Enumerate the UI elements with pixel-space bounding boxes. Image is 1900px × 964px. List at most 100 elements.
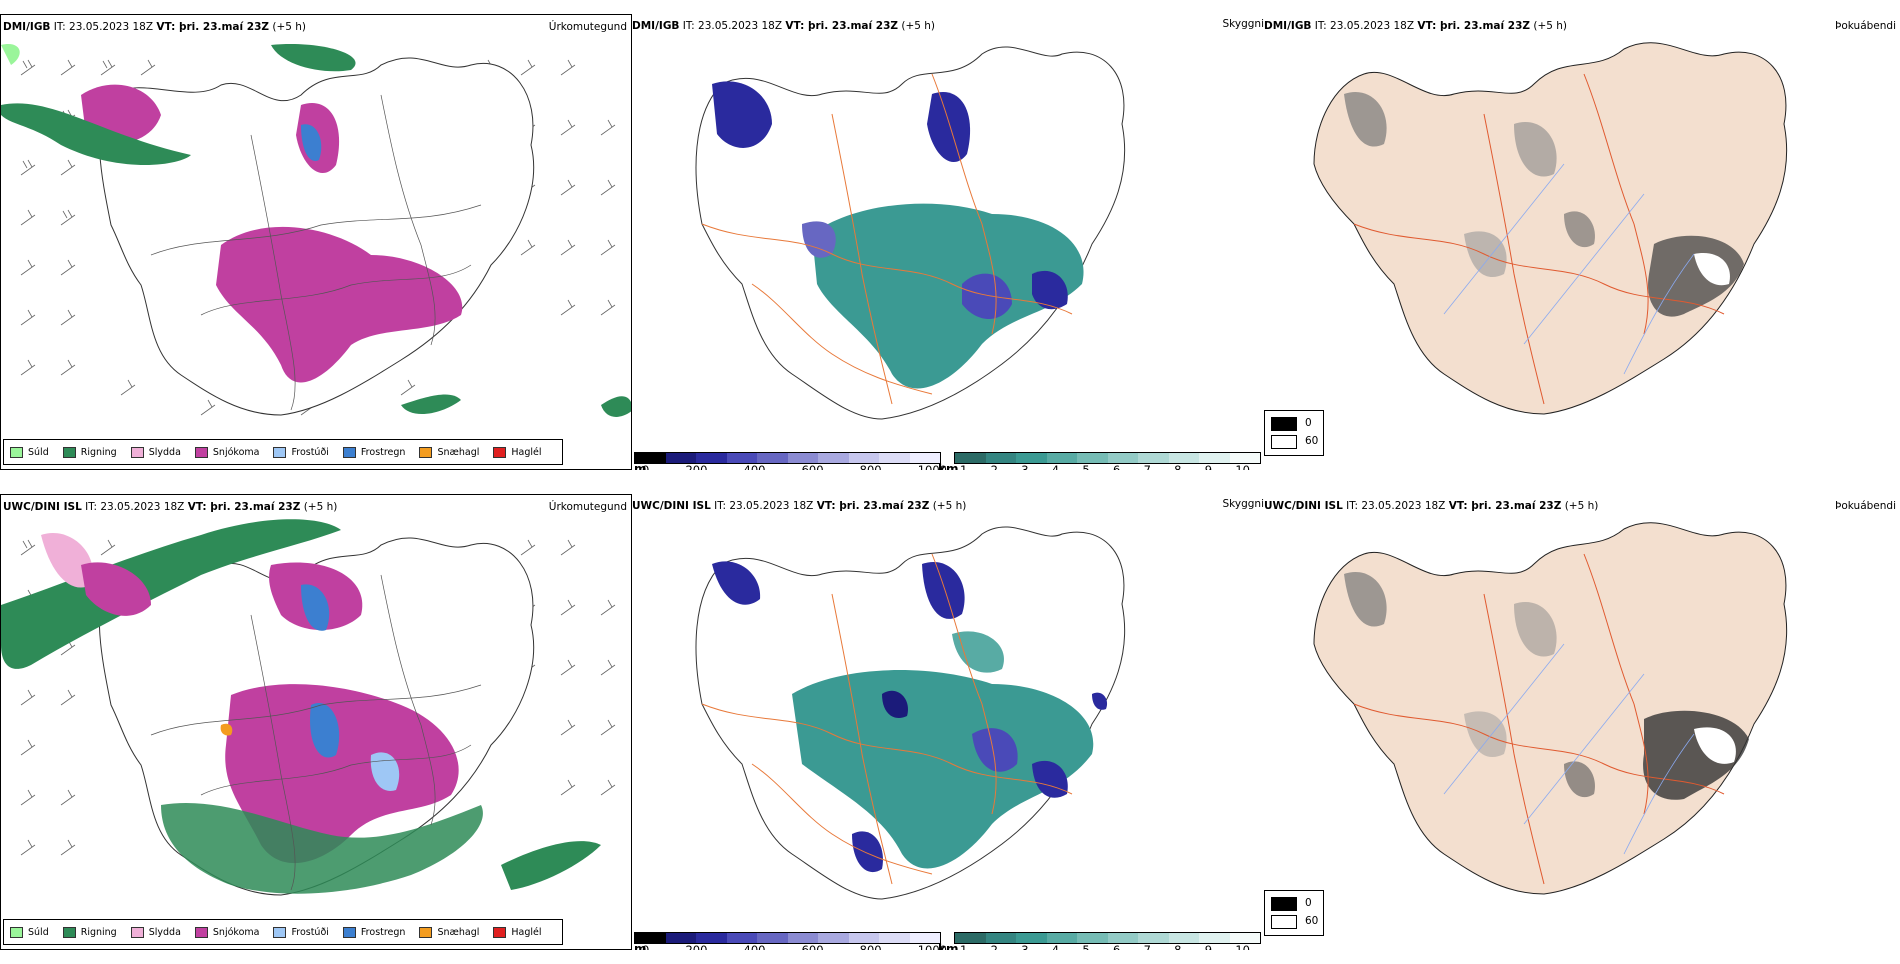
tick-label: 5 bbox=[1082, 463, 1090, 470]
fog-shading bbox=[1344, 572, 1749, 800]
legend-item-rigning: Rigning bbox=[62, 926, 117, 938]
legend-item-suld: Súld bbox=[10, 926, 49, 938]
fog-legend: 0 60 bbox=[1264, 890, 1324, 936]
legend-item-frostudi: Frostúði bbox=[273, 446, 329, 458]
init-time: IT: 23.05.2023 18Z bbox=[53, 21, 154, 33]
legend-item-snjokoma: Snjókoma bbox=[194, 446, 260, 458]
precip-legend: Súld Rigning Slydda Snjókoma Frostúði Fr… bbox=[3, 439, 563, 465]
valid-time: VT: þri. 23.maí 23Z bbox=[785, 20, 898, 32]
legend-label: Frostregn bbox=[360, 446, 406, 458]
legend-item-frostregn: Frostregn bbox=[342, 446, 406, 458]
field-name: Úrkomutegund bbox=[548, 21, 627, 33]
init-time: IT: 23.05.2023 18Z bbox=[682, 20, 783, 32]
swatch bbox=[194, 446, 208, 458]
swatch bbox=[419, 926, 433, 938]
legend-label: Snjókoma bbox=[212, 446, 260, 458]
precip-type-panel: DMI/IGB IT: 23.05.2023 18Z VT: þri. 23.m… bbox=[0, 14, 632, 470]
model-name: UWC/DINI ISL bbox=[632, 500, 711, 512]
ceiling-colorbar bbox=[634, 452, 941, 464]
swatch bbox=[1271, 897, 1297, 911]
precip-areas bbox=[1, 44, 631, 417]
valid-time: VT: þri. 23.maí 23Z bbox=[816, 500, 930, 512]
tick-label: 200 bbox=[685, 943, 708, 950]
swatch bbox=[1271, 915, 1297, 929]
panel-header: UWC/DINI ISL IT: 23.05.2023 18Z VT: þri.… bbox=[1264, 500, 1598, 512]
tick-label: 3 bbox=[1021, 463, 1029, 470]
swatch bbox=[1271, 435, 1297, 449]
visibility-colorbar bbox=[954, 932, 1261, 944]
swatch bbox=[130, 926, 144, 938]
legend-item-haglel: Haglél bbox=[493, 926, 542, 938]
tick-label: 2 bbox=[990, 943, 998, 950]
tick-label: 1 bbox=[960, 463, 968, 470]
field-name: Þokuábendi bbox=[1835, 500, 1896, 512]
swatch bbox=[194, 926, 208, 938]
forecast-row-dmi: DMI/IGB IT: 23.05.2023 18Z VT: þri. 23.m… bbox=[0, 14, 1900, 484]
swatch bbox=[273, 446, 287, 458]
panel-header: DMI/IGB IT: 23.05.2023 18Z VT: þri. 23.m… bbox=[1264, 20, 1567, 32]
swatch bbox=[1271, 417, 1297, 431]
legend-label: 60 bbox=[1305, 915, 1319, 927]
legend-label: Slydda bbox=[148, 446, 181, 458]
tick-label: 0 bbox=[642, 463, 650, 470]
model-name: UWC/DINI ISL bbox=[1264, 500, 1343, 512]
ceiling-unit: m bbox=[634, 942, 647, 950]
valid-time: VT: þri. 23.maí 23Z bbox=[187, 501, 301, 513]
tick-label: 5 bbox=[1082, 943, 1090, 950]
tick-label: 7 bbox=[1143, 463, 1151, 470]
swatch bbox=[10, 926, 23, 938]
legend-label: 0 bbox=[1305, 897, 1312, 909]
init-time: IT: 23.05.2023 18Z bbox=[714, 500, 814, 512]
model-name: DMI/IGB bbox=[3, 21, 51, 33]
valid-time: VT: þri. 23.maí 23Z bbox=[156, 21, 269, 33]
precip-map bbox=[1, 519, 616, 896]
visibility-colorbar bbox=[954, 452, 1261, 464]
tick-label: 3 bbox=[1021, 943, 1029, 950]
legend-item-frostudi: Frostúði bbox=[273, 926, 329, 938]
tick-label: 4 bbox=[1051, 463, 1060, 470]
tick-label: 10 bbox=[1235, 943, 1250, 950]
visibility-areas bbox=[712, 81, 1084, 389]
legend-item-slydda: Slydda bbox=[130, 926, 181, 938]
visibility-unit: km bbox=[938, 942, 959, 950]
field-name: Þokuábendi bbox=[1835, 20, 1896, 32]
legend-item-slydda: Slydda bbox=[130, 446, 181, 458]
rivers bbox=[1443, 163, 1695, 375]
panel-header: UWC/DINI ISL IT: 23.05.2023 18Z VT: þri.… bbox=[3, 501, 337, 513]
legend-label: Snæhagl bbox=[437, 446, 480, 458]
swatch bbox=[130, 446, 144, 458]
tick-label: 9 bbox=[1204, 943, 1213, 950]
tick-label: 1000 bbox=[917, 463, 947, 470]
panel-header: UWC/DINI ISL IT: 23.05.2023 18Z VT: þri.… bbox=[632, 500, 966, 512]
swatch bbox=[273, 926, 287, 938]
fog-shading bbox=[1344, 92, 1744, 317]
visibility-ticks: 1 2 3 4 5 6 7 8 9 10 bbox=[960, 463, 1250, 470]
fog-map bbox=[1313, 42, 1788, 415]
init-time: IT: 23.05.2023 18Z bbox=[85, 501, 185, 513]
tick-label: 8 bbox=[1174, 943, 1182, 950]
tick-label: 200 bbox=[685, 463, 708, 470]
tick-label: 4 bbox=[1051, 943, 1060, 950]
ceiling-visibility-panel: DMI/IGB IT: 23.05.2023 18Z VT: þri. 23.m… bbox=[632, 14, 1264, 470]
lead-time: (+5 h) bbox=[272, 21, 307, 33]
swatch bbox=[419, 446, 433, 458]
tick-label: 2 bbox=[990, 463, 998, 470]
ceiling-ticks: 0 200 400 600 800 1000 bbox=[642, 943, 947, 950]
tick-label: 7 bbox=[1143, 943, 1151, 950]
model-name: UWC/DINI ISL bbox=[3, 501, 82, 513]
lead-time: (+5 h) bbox=[1533, 20, 1568, 32]
legend-label: Snæhagl bbox=[437, 926, 480, 938]
legend-label: Frostúði bbox=[291, 926, 329, 938]
tick-label: 0 bbox=[642, 943, 650, 950]
visibility-areas bbox=[712, 561, 1108, 873]
tick-label: 8 bbox=[1174, 463, 1182, 470]
legend-label: Rigning bbox=[80, 926, 117, 938]
precip-type-panel: UWC/DINI ISL IT: 23.05.2023 18Z VT: þri.… bbox=[0, 494, 632, 950]
tick-label: 9 bbox=[1204, 463, 1213, 470]
legend-label: 60 bbox=[1305, 435, 1319, 447]
legend-label: Rigning bbox=[80, 446, 117, 458]
iceland-landmass bbox=[1313, 42, 1788, 415]
legend-label: 0 bbox=[1305, 417, 1312, 429]
tick-label: 800 bbox=[859, 943, 882, 950]
visibility-unit: km bbox=[938, 462, 959, 470]
